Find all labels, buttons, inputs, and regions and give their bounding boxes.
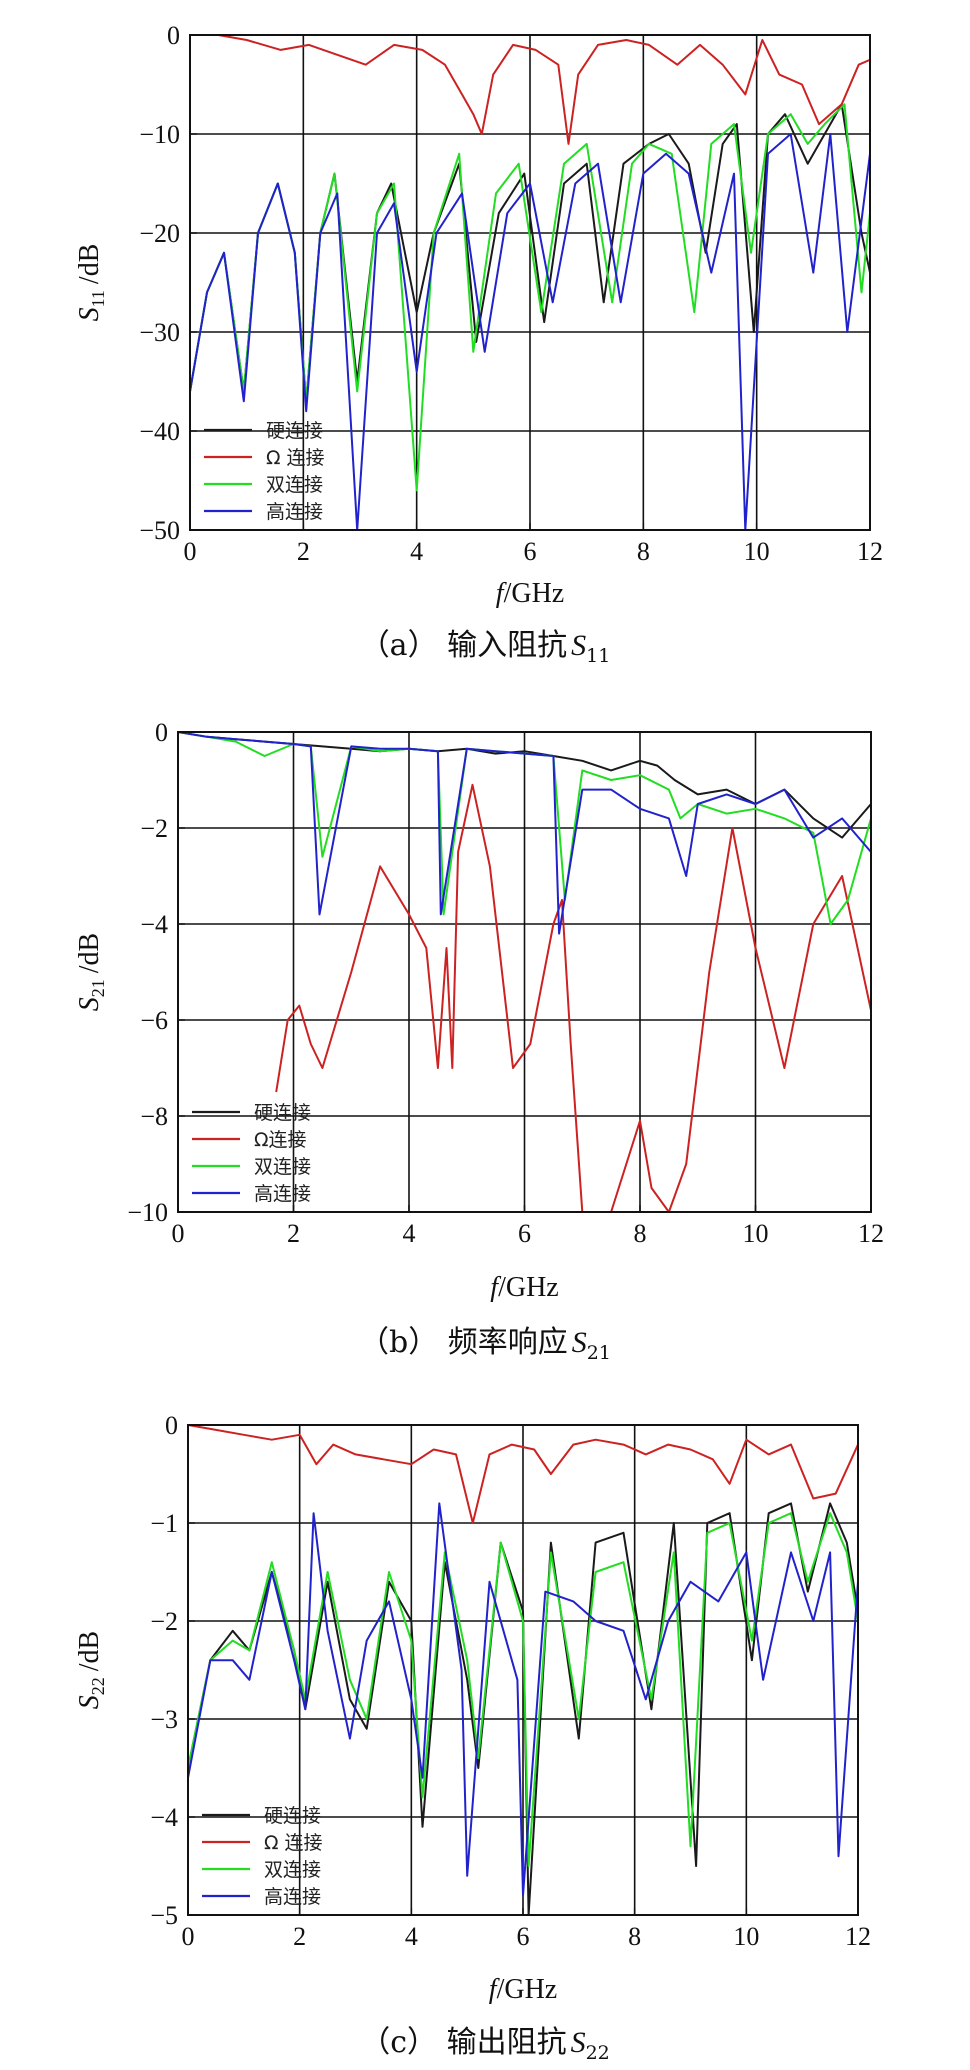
legend-label-2: 双连接 <box>264 1859 321 1881</box>
series-line-3 <box>178 732 871 935</box>
caption-text: 频率响应 <box>448 1325 568 1360</box>
x-tick-label-6: 12 <box>858 1219 884 1248</box>
x-tick-label-1: 2 <box>293 1922 306 1951</box>
x-tick-label-5: 10 <box>743 1219 769 1248</box>
x-axis-label: f/GHz <box>496 578 564 609</box>
y-tick-label-1: −10 <box>139 120 180 149</box>
series-line-1 <box>188 1425 858 1524</box>
y-axis-label-subscript: 22 <box>88 1677 108 1695</box>
caption-text: 输入阻抗 <box>447 628 567 663</box>
x-tick-label-4: 8 <box>634 1219 647 1248</box>
legend-label-0: 硬连接 <box>266 420 323 442</box>
x-tick-label-1: 2 <box>287 1219 300 1248</box>
y-axis-label-unit: /dB <box>74 244 105 284</box>
y-axis-label: S11/dB <box>74 244 108 322</box>
panel-caption: （b） 频率响应 S21 <box>359 1325 611 1364</box>
y-axis-label-symbol: S <box>74 997 105 1011</box>
y-tick-label-5: −10 <box>127 1198 168 1227</box>
x-tick-label-6: 12 <box>845 1922 871 1951</box>
y-tick-label-5: −50 <box>139 516 180 545</box>
caption-prefix: （b） <box>359 1325 448 1360</box>
y-tick-label-0: 0 <box>155 718 168 747</box>
y-axis-label-symbol: S <box>74 307 105 321</box>
y-axis-label-unit: /dB <box>74 1631 105 1671</box>
y-axis-label-subscript: 21 <box>88 979 108 997</box>
x-tick-label-2: 4 <box>405 1922 418 1951</box>
x-axis-label-unit: /GHz <box>498 1272 559 1303</box>
x-tick-label-0: 0 <box>184 537 197 566</box>
x-axis-label: f/GHz <box>490 1272 558 1303</box>
series-line-1 <box>275 783 871 1212</box>
x-axis-label-unit: /GHz <box>497 1974 558 2005</box>
x-tick-label-4: 8 <box>637 537 650 566</box>
x-tick-label-3: 6 <box>517 1922 530 1951</box>
y-tick-label-1: −2 <box>140 814 168 843</box>
legend-label-1: Ω 连接 <box>264 1832 323 1854</box>
x-tick-label-5: 10 <box>733 1922 759 1951</box>
x-axis-label-symbol: f <box>489 1974 500 2005</box>
y-tick-label-2: −4 <box>140 910 168 939</box>
series-line-3 <box>188 1502 858 1897</box>
x-tick-label-3: 6 <box>518 1219 531 1248</box>
caption-symbol: S <box>572 1326 587 1359</box>
legend-label-3: 高连接 <box>254 1183 311 1205</box>
y-axis-label-unit: /dB <box>74 933 105 973</box>
caption-prefix: （c） <box>360 2025 446 2060</box>
panel-caption: （a） 输入阻抗 S11 <box>360 628 611 667</box>
legend-label-3: 高连接 <box>264 1886 321 1908</box>
caption-prefix: （a） <box>360 628 447 663</box>
x-axis-label-symbol: f <box>496 578 507 609</box>
y-tick-label-0: 0 <box>167 21 180 50</box>
panel-caption: （c） 输出阻抗 S22 <box>360 2025 610 2064</box>
x-tick-label-4: 8 <box>628 1922 641 1951</box>
x-tick-label-3: 6 <box>524 537 537 566</box>
caption-symbol: S <box>571 629 586 662</box>
y-tick-label-4: −40 <box>139 417 180 446</box>
x-tick-label-5: 10 <box>744 537 770 566</box>
x-axis-label-unit: /GHz <box>504 578 565 609</box>
legend-label-1: Ω 连接 <box>266 447 325 469</box>
y-tick-label-2: −20 <box>139 219 180 248</box>
y-tick-label-1: −1 <box>150 1509 178 1538</box>
series-line-3 <box>190 133 870 530</box>
legend-label-1: Ω连接 <box>254 1129 307 1151</box>
caption-subscript: 22 <box>586 2042 610 2064</box>
x-axis-label: f/GHz <box>489 1974 557 2005</box>
legend-label-3: 高连接 <box>266 501 323 523</box>
legend-label-2: 双连接 <box>254 1156 311 1178</box>
x-tick-label-0: 0 <box>172 1219 185 1248</box>
legend-label-2: 双连接 <box>266 474 323 496</box>
y-tick-label-4: −4 <box>150 1803 178 1832</box>
y-axis-label-subscript: 11 <box>88 290 108 307</box>
x-axis-label-symbol: f <box>490 1272 501 1303</box>
x-tick-label-1: 2 <box>297 537 310 566</box>
x-tick-label-6: 12 <box>857 537 883 566</box>
y-tick-label-3: −30 <box>139 318 180 347</box>
caption-text: 输出阻抗 <box>447 2025 567 2060</box>
y-tick-label-5: −5 <box>150 1901 178 1930</box>
y-tick-label-3: −3 <box>150 1705 178 1734</box>
y-axis-label: S21/dB <box>74 933 108 1011</box>
legend-label-0: 硬连接 <box>264 1805 321 1827</box>
chart-panel-1: 0 2 4 6 8 10 120−2−4−6−8−10f/GHzS21/dB硬连接Ω连接双连… <box>74 718 884 1364</box>
y-tick-label-0: 0 <box>165 1411 178 1440</box>
series-line-1 <box>190 35 870 145</box>
y-tick-label-3: −6 <box>140 1006 168 1035</box>
y-axis-label: S22/dB <box>74 1631 108 1709</box>
y-tick-label-4: −8 <box>140 1102 168 1131</box>
y-tick-label-2: −2 <box>150 1607 178 1636</box>
caption-symbol: S <box>571 2026 586 2059</box>
caption-subscript: 21 <box>587 1342 611 1364</box>
y-axis-label-symbol: S <box>74 1695 105 1709</box>
x-tick-label-2: 4 <box>403 1219 416 1248</box>
legend-label-0: 硬连接 <box>254 1102 311 1124</box>
x-tick-label-2: 4 <box>410 537 423 566</box>
series-line-2 <box>188 1512 858 1867</box>
caption-subscript: 11 <box>586 645 610 667</box>
x-tick-label-0: 0 <box>182 1922 195 1951</box>
chart-panel-0: 0 2 4 6 8 10 120−10−20−30−40−50f/GHzS11/dB硬连接Ω… <box>74 21 883 667</box>
